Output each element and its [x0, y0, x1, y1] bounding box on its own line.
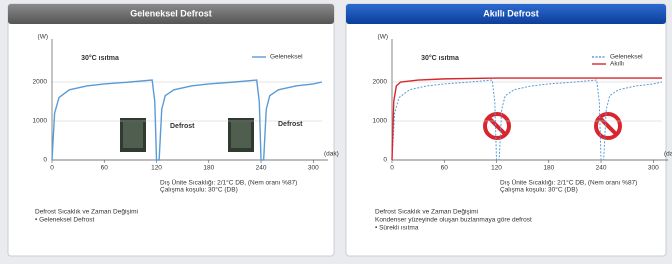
legend-label: Geleneksel	[610, 54, 643, 61]
x-tick-label: 180	[543, 165, 554, 172]
condition-note: Çalışma koşulu: 30°C (DB)	[500, 186, 578, 194]
x-tick-label: 120	[151, 165, 162, 172]
footer-note: • Sürekli ısıtma	[375, 225, 419, 232]
x-tick-label: 240	[596, 165, 607, 172]
condition-note: Dış Ünite Sıcaklığı: 2/1°C DB, (Nem oran…	[160, 179, 297, 187]
legend-label: Akıllı	[610, 61, 624, 68]
x-tick-label: 300	[308, 165, 319, 172]
x-tick-label: 240	[256, 165, 267, 172]
x-tick-label: 120	[491, 165, 502, 172]
condition-note: Dış Ünite Sıcaklığı: 2/1°C DB, (Nem oran…	[500, 179, 637, 187]
y-axis-label: (W)	[378, 34, 388, 41]
annotation: 30°C ısıtma	[81, 54, 119, 62]
annotation: Defrost	[278, 121, 303, 128]
annotation: 30°C ısıtma	[421, 54, 459, 62]
y-tick-label: 0	[383, 157, 387, 164]
legend-label: Geleneksel	[270, 54, 303, 61]
y-tick-label: 1000	[33, 118, 48, 125]
x-tick-label: 0	[390, 165, 394, 172]
y-tick-label: 2000	[373, 79, 388, 86]
x-tick-label: 180	[203, 165, 214, 172]
y-tick-label: 0	[43, 157, 47, 164]
annotation: Defrost	[170, 123, 195, 130]
footer-note: Defrost Sıcaklık ve Zaman Değişimi	[375, 209, 478, 216]
panel-title: Akıllı Defrost	[483, 8, 539, 18]
condition-note: Çalışma koşulu: 30°C (DB)	[160, 186, 238, 194]
x-axis-label: (dak)	[664, 151, 672, 158]
x-tick-label: 300	[648, 165, 659, 172]
footer-note: Defrost Sıcaklık ve Zaman Değişimi	[35, 209, 138, 216]
y-axis-label: (W)	[38, 34, 48, 41]
screenshot: Geleneksel Defrost 0 1000 2000 0 60 120 180 240 3…	[0, 0, 672, 264]
footer-note: Kondenser yüzeyinde oluşan buzlanmaya gö…	[375, 217, 532, 224]
y-tick-label: 2000	[33, 79, 48, 86]
x-tick-label: 60	[101, 165, 109, 172]
panel-title: Geleneksel Defrost	[130, 8, 212, 18]
x-tick-label: 0	[50, 165, 54, 172]
x-axis-label: (dak)	[324, 151, 339, 158]
y-tick-label: 1000	[373, 118, 388, 125]
footer-note: • Geleneksel Defrost	[35, 217, 95, 224]
x-tick-label: 60	[441, 165, 449, 172]
